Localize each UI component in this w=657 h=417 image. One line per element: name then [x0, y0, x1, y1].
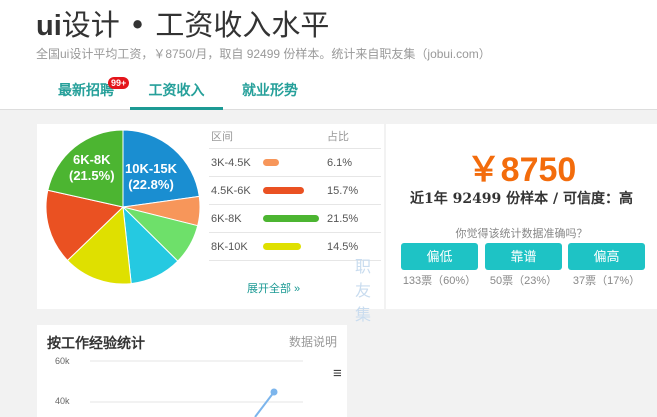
- series-line: [254, 391, 275, 417]
- average-salary: ￥8750: [466, 151, 577, 189]
- vote-accurate-button[interactable]: 靠谱: [485, 243, 562, 270]
- pct: 21.5%: [327, 212, 359, 225]
- table-row: 6K-8K 21.5%: [209, 205, 381, 233]
- pie-slice[interactable]: [66, 205, 132, 285]
- share-bar: [263, 187, 304, 194]
- salary-pie-chart: [45, 129, 201, 285]
- distribution-card: 6K-8K (21.5%) 10K-15K (22.8%) 区间 占比 3K-4.5K…: [37, 124, 384, 324]
- col-pct: 占比: [327, 131, 349, 143]
- distribution-table: 区间 占比 3K-4.5K 6.1% 4.5K-6K 15.7% 6K-8K 21.5% 8K…: [209, 124, 381, 261]
- data-point: [270, 388, 278, 396]
- subtitle: 全国ui设计平均工资，￥8750/月，取自 92499 份样本。统计来自职友集（…: [36, 47, 491, 61]
- vote-low-count: 133票（60%）: [402, 275, 477, 287]
- pie-label-6k-8k: 6K-8K (21.5%): [69, 152, 115, 183]
- summary-card: ￥8750 近1年 92499 份样本 / 可信度：高 你觉得该统计数据准确吗？…: [386, 124, 657, 309]
- vote-high-count: 37票（17%）: [572, 275, 641, 287]
- share-bar: [263, 215, 319, 222]
- header: ui设计 • 工资收入水平 全国ui设计平均工资，￥8750/月，取自 9249…: [0, 0, 657, 110]
- menu-icon[interactable]: ≡: [333, 365, 342, 382]
- range: 6K-8K: [211, 212, 242, 225]
- y-tick-40k: 40k: [55, 396, 70, 406]
- job-count-badge: 99+: [108, 77, 130, 89]
- table-row: 4.5K-6K 15.7%: [209, 177, 381, 205]
- expand-all-link[interactable]: 展开全部 »: [247, 283, 301, 295]
- pie-label-10k-15k: 10K-15K (22.8%): [125, 161, 178, 192]
- page-title: ui设计 • 工资收入水平: [36, 8, 330, 42]
- tab-salary[interactable]: 工资收入: [130, 80, 223, 110]
- experience-card: 按工作经验统计 数据说明 60k 40k ≡: [37, 325, 347, 417]
- range: 8K-10K: [211, 240, 248, 253]
- vote-high-button[interactable]: 偏高: [568, 243, 645, 270]
- vote-low-button[interactable]: 偏低: [401, 243, 478, 270]
- sample-info: 近1年 92499 份样本 / 可信度：高: [409, 191, 634, 207]
- vote-accurate-count: 50票（23%）: [489, 275, 558, 287]
- tab-employment[interactable]: 就业形势: [242, 83, 298, 99]
- experience-line-chart: [90, 360, 303, 417]
- range: 4.5K-6K: [211, 184, 251, 197]
- table-row: 3K-4.5K 6.1%: [209, 149, 381, 177]
- col-range: 区间: [211, 131, 233, 143]
- watermark: 职友集: [355, 259, 372, 324]
- pct: 15.7%: [327, 184, 359, 197]
- tab-latest-jobs[interactable]: 最新招聘: [58, 83, 114, 99]
- y-tick-60k: 60k: [55, 356, 70, 366]
- share-bar: [263, 159, 279, 166]
- pct: 14.5%: [327, 240, 359, 253]
- pie-slice[interactable]: [122, 129, 200, 208]
- experience-title: 按工作经验统计: [47, 336, 145, 352]
- pct: 6.1%: [327, 156, 353, 169]
- share-bar: [263, 243, 301, 250]
- pie-slice[interactable]: [47, 129, 124, 208]
- range: 3K-4.5K: [211, 156, 251, 169]
- accuracy-question: 你觉得该统计数据准确吗？: [455, 228, 588, 240]
- pie-slice[interactable]: [45, 189, 125, 262]
- data-explanation-link[interactable]: 数据说明: [288, 335, 337, 349]
- table-row: 8K-10K 14.5%: [209, 233, 381, 261]
